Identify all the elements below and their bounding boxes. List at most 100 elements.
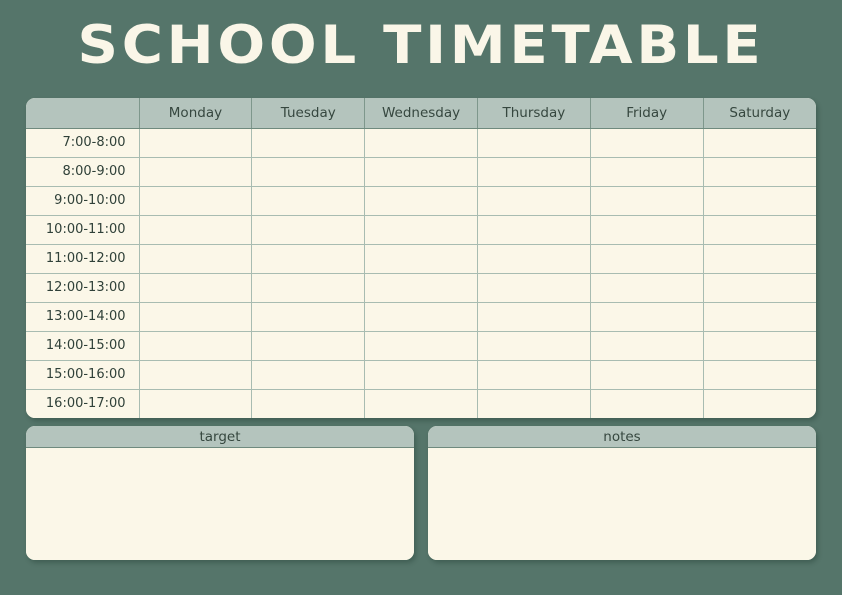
time-slot-label: 10:00-11:00 — [26, 215, 140, 245]
time-slot-label: 16:00-17:00 — [26, 389, 140, 418]
timetable-cell[interactable] — [251, 128, 366, 158]
timetable-cell[interactable] — [364, 389, 478, 418]
timetable-cell[interactable] — [477, 186, 591, 216]
time-slot-label: 12:00-13:00 — [26, 273, 140, 303]
timetable-cell[interactable] — [251, 331, 366, 361]
panel-header-target: target — [26, 426, 414, 448]
timetable-cell[interactable] — [477, 128, 591, 158]
timetable-cell[interactable] — [477, 302, 591, 332]
time-slot-label: 9:00-10:00 — [26, 186, 140, 216]
timetable-cell[interactable] — [139, 331, 253, 361]
timetable-cell[interactable] — [139, 273, 253, 303]
timetable-cell[interactable] — [703, 157, 816, 187]
time-slot-label: 15:00-16:00 — [26, 360, 140, 390]
panel-body-target[interactable] — [26, 448, 414, 560]
timetable-cell[interactable] — [703, 128, 816, 158]
timetable-cell[interactable] — [590, 186, 704, 216]
timetable-cell[interactable] — [251, 186, 366, 216]
timetable-cell[interactable] — [590, 244, 704, 274]
timetable-row: 9:00-10:00 — [26, 186, 816, 216]
timetable-row: 8:00-9:00 — [26, 157, 816, 187]
timetable-cell[interactable] — [364, 273, 478, 303]
timetable-cell[interactable] — [139, 215, 253, 245]
timetable-cell[interactable] — [703, 389, 816, 418]
timetable-row: 12:00-13:00 — [26, 273, 816, 303]
timetable-cell[interactable] — [703, 302, 816, 332]
timetable-day-header-tuesday: Tuesday — [251, 98, 366, 129]
timetable-row: 15:00-16:00 — [26, 360, 816, 390]
timetable-cell[interactable] — [477, 389, 591, 418]
timetable-cell[interactable] — [139, 157, 253, 187]
timetable-cell[interactable] — [590, 128, 704, 158]
timetable-day-header-friday: Friday — [590, 98, 704, 129]
timetable-cell[interactable] — [590, 389, 704, 418]
timetable-row: 7:00-8:00 — [26, 128, 816, 158]
timetable-corner-header — [26, 98, 140, 129]
timetable-cell[interactable] — [703, 360, 816, 390]
timetable-cell[interactable] — [364, 331, 478, 361]
timetable-cell[interactable] — [364, 302, 478, 332]
time-slot-label: 8:00-9:00 — [26, 157, 140, 187]
panel-header-notes: notes — [428, 426, 816, 448]
timetable-cell[interactable] — [364, 157, 478, 187]
bottom-panels: target notes — [26, 426, 816, 560]
timetable-grid: Monday Tuesday Wednesday Thursday Friday Satu… — [26, 98, 816, 418]
timetable-head: Monday Tuesday Wednesday Thursday Friday Satu… — [26, 98, 816, 129]
timetable-cell[interactable] — [703, 186, 816, 216]
timetable-cell[interactable] — [590, 302, 704, 332]
timetable-cell[interactable] — [477, 331, 591, 361]
timetable-cell[interactable] — [477, 273, 591, 303]
timetable-cell[interactable] — [251, 157, 366, 187]
timetable-row: 13:00-14:00 — [26, 302, 816, 332]
timetable-cell[interactable] — [251, 273, 366, 303]
timetable-cell[interactable] — [477, 215, 591, 245]
timetable-cell[interactable] — [364, 128, 478, 158]
timetable-cell[interactable] — [364, 244, 478, 274]
timetable-cell[interactable] — [139, 128, 253, 158]
timetable-cell[interactable] — [251, 244, 366, 274]
time-slot-label: 7:00-8:00 — [26, 128, 140, 158]
timetable-cell[interactable] — [590, 331, 704, 361]
time-slot-label: 14:00-15:00 — [26, 331, 140, 361]
timetable-cell[interactable] — [477, 360, 591, 390]
timetable-cell[interactable] — [590, 273, 704, 303]
panel-target: target — [26, 426, 414, 560]
timetable-cell[interactable] — [590, 157, 704, 187]
timetable-day-header-monday: Monday — [139, 98, 253, 129]
timetable-row: 16:00-17:00 — [26, 389, 816, 418]
timetable-cell[interactable] — [251, 215, 366, 245]
timetable-cell[interactable] — [590, 360, 704, 390]
timetable-row: 11:00-12:00 — [26, 244, 816, 274]
timetable-cell[interactable] — [703, 273, 816, 303]
timetable-day-header-wednesday: Wednesday — [364, 98, 478, 129]
panel-notes: notes — [428, 426, 816, 560]
timetable-cell[interactable] — [703, 215, 816, 245]
timetable-cell[interactable] — [364, 360, 478, 390]
timetable-body: 7:00-8:00 8:00-9:00 9:00-10:00 10:00-11:00 1… — [26, 128, 816, 418]
timetable-cell[interactable] — [364, 186, 478, 216]
timetable-cell[interactable] — [477, 157, 591, 187]
timetable-cell[interactable] — [251, 360, 366, 390]
time-slot-label: 13:00-14:00 — [26, 302, 140, 332]
timetable-cell[interactable] — [703, 331, 816, 361]
timetable-cell[interactable] — [139, 244, 253, 274]
timetable-cell[interactable] — [477, 244, 591, 274]
timetable-day-header-saturday: Saturday — [703, 98, 816, 129]
timetable-cell[interactable] — [139, 389, 253, 418]
timetable-cell[interactable] — [139, 186, 253, 216]
timetable-header-row: Monday Tuesday Wednesday Thursday Friday Satu… — [26, 98, 816, 129]
timetable-row: 10:00-11:00 — [26, 215, 816, 245]
timetable-cell[interactable] — [139, 360, 253, 390]
timetable-day-header-thursday: Thursday — [477, 98, 591, 129]
panel-body-notes[interactable] — [428, 448, 816, 560]
timetable-cell[interactable] — [590, 215, 704, 245]
timetable-cell[interactable] — [364, 215, 478, 245]
timetable-cell[interactable] — [251, 389, 366, 418]
timetable-cell[interactable] — [139, 302, 253, 332]
timetable-cell[interactable] — [251, 302, 366, 332]
timetable-card: Monday Tuesday Wednesday Thursday Friday Satu… — [26, 98, 816, 418]
timetable-row: 14:00-15:00 — [26, 331, 816, 361]
timetable-cell[interactable] — [703, 244, 816, 274]
time-slot-label: 11:00-12:00 — [26, 244, 140, 274]
